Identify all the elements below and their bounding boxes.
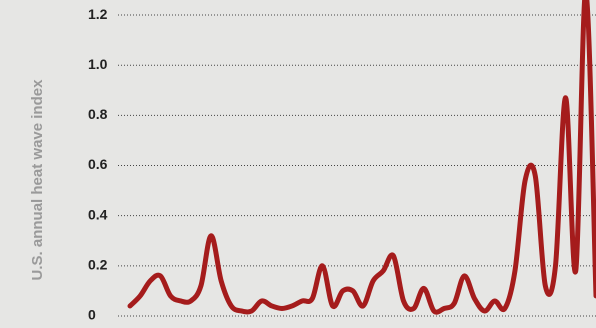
data-line — [127, 0, 596, 315]
y-tick-label: 0.2 — [88, 257, 108, 273]
y-tick-label: 0.4 — [88, 206, 108, 222]
y-tick-label: 0.6 — [88, 156, 108, 172]
y-tick-label: 1.0 — [88, 56, 108, 72]
y-tick-label: 1.2 — [88, 6, 108, 22]
y-axis-label: U.S. annual heat wave index — [29, 79, 46, 281]
y-tick-label: 0.8 — [88, 106, 108, 122]
y-tick-label: 0 — [88, 307, 96, 323]
